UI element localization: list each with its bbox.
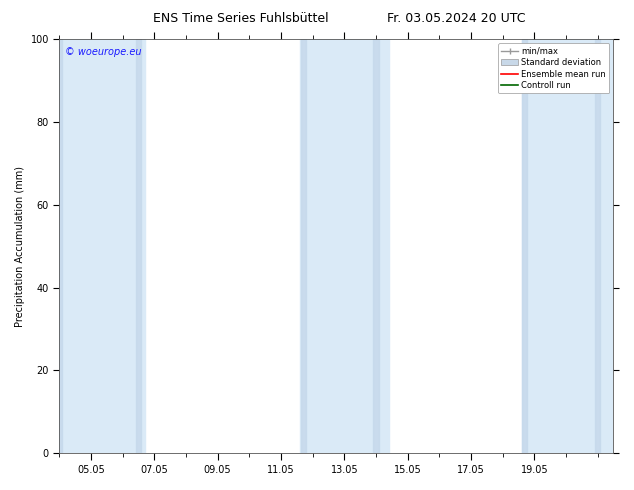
Bar	[522, 39, 614, 453]
Text: Fr. 03.05.2024 20 UTC: Fr. 03.05.2024 20 UTC	[387, 12, 526, 25]
Bar	[57, 39, 62, 453]
Bar	[301, 39, 306, 453]
Y-axis label: Precipitation Accumulation (mm): Precipitation Accumulation (mm)	[15, 166, 25, 327]
Text: ENS Time Series Fuhlsbüttel: ENS Time Series Fuhlsbüttel	[153, 12, 329, 25]
Bar	[595, 39, 600, 453]
Bar	[522, 39, 527, 453]
Bar	[300, 39, 389, 453]
Legend: min/max, Standard deviation, Ensemble mean run, Controll run: min/max, Standard deviation, Ensemble me…	[498, 43, 609, 94]
Bar	[136, 39, 141, 453]
Bar	[60, 39, 145, 453]
Text: © woeurope.eu: © woeurope.eu	[65, 48, 141, 57]
Bar	[373, 39, 378, 453]
